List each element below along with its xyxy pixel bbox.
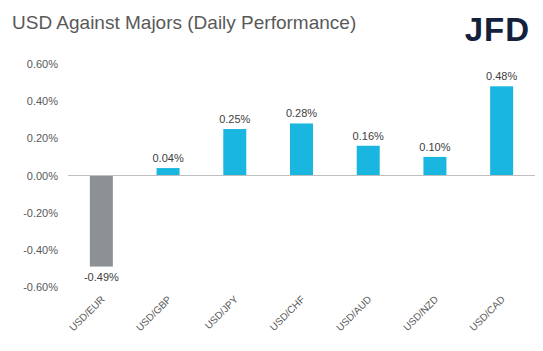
- title: USD Against Majors (Daily Performance): [12, 12, 356, 33]
- bar: [490, 86, 513, 175]
- x-tick-label: USD/AUD: [334, 294, 374, 334]
- logo: JFD: [465, 11, 530, 48]
- data-label: -0.49%: [84, 271, 119, 283]
- bar: [290, 123, 313, 175]
- data-label: 0.28%: [286, 107, 317, 119]
- y-tick-label: -0.20%: [23, 207, 58, 219]
- x-tick-label: USD/GBP: [134, 293, 174, 333]
- x-tick-label: USD/NZD: [401, 294, 440, 333]
- y-tick-label: 0.60%: [27, 58, 58, 70]
- zero-line: [68, 175, 535, 176]
- data-label: 0.48%: [486, 70, 517, 82]
- y-tick-label: -0.60%: [23, 281, 58, 293]
- y-tick-label: -0.40%: [23, 244, 58, 256]
- chart: USD Against Majors (Daily Performance) JF…: [0, 0, 543, 351]
- bars: [90, 86, 513, 266]
- x-tick-label: USD/EUR: [67, 294, 107, 334]
- bar: [423, 157, 446, 176]
- bar: [357, 146, 380, 176]
- bar: [157, 168, 180, 175]
- data-label: 0.10%: [419, 141, 450, 153]
- data-label: 0.04%: [152, 152, 183, 164]
- x-tick-label: USD/JPY: [203, 293, 241, 331]
- data-label: 0.25%: [219, 113, 250, 125]
- bar: [90, 176, 113, 267]
- y-tick-label: 0.20%: [27, 132, 58, 144]
- bar: [223, 129, 246, 175]
- x-tick-label: USD/CHF: [268, 294, 307, 333]
- x-tick-label: USD/CAD: [467, 294, 507, 334]
- y-tick-label: 0.00%: [27, 170, 58, 182]
- y-tick-label: 0.40%: [27, 95, 58, 107]
- data-label: 0.16%: [353, 130, 384, 142]
